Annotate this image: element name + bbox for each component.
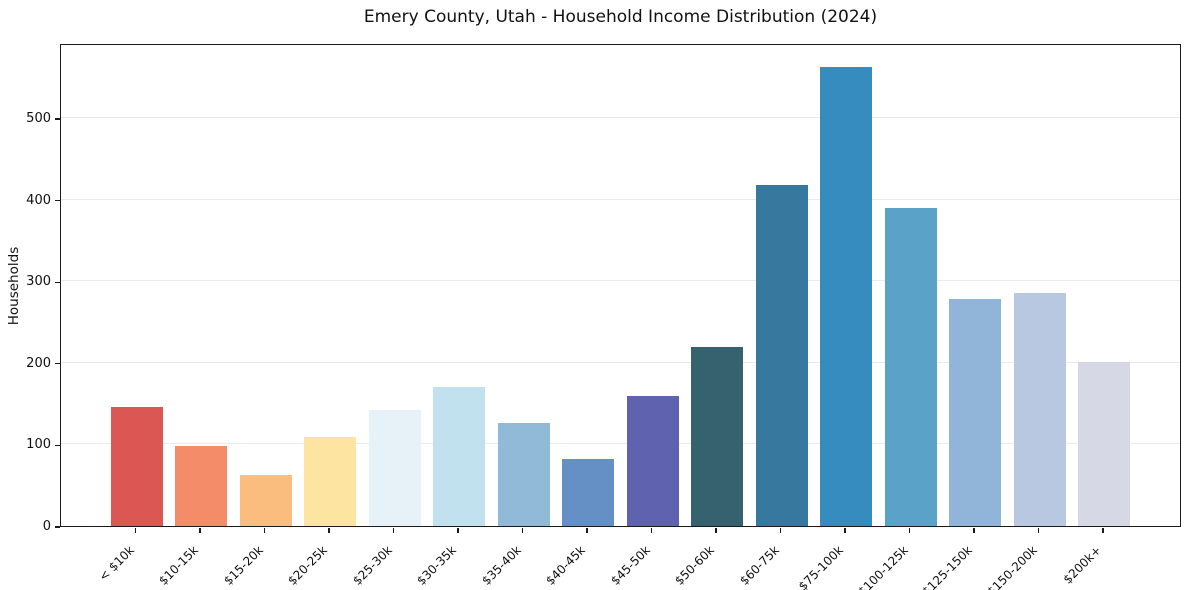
bar-$150-200k — [1013, 293, 1066, 526]
x-tick-mark-$15-20k — [263, 528, 266, 533]
gridline-y-500 — [61, 117, 1180, 119]
gridline-y-300 — [61, 280, 1180, 282]
x-tick-mark-< $10k — [134, 528, 137, 533]
y-tick-mark-100 — [55, 444, 60, 446]
bar-$60-75k — [755, 184, 808, 526]
bar-$200k+ — [1078, 362, 1130, 526]
bar-< $10k — [110, 406, 163, 526]
x-tick-mark-$60-75k — [779, 528, 782, 533]
bar-$45-50k — [626, 396, 679, 526]
y-tick-mark-0 — [55, 526, 60, 528]
y-tick-label-200: 200 — [26, 355, 51, 371]
x-tick-mark-$75-100k — [844, 528, 846, 533]
x-tick-mark-$100-125k — [908, 528, 911, 533]
y-tick-label-500: 500 — [26, 111, 51, 127]
y-tick-mark-400 — [55, 200, 60, 202]
x-tick-mark-$30-35k — [457, 528, 459, 533]
x-tick-mark-$200k+ — [1102, 528, 1104, 533]
gridline-y-400 — [61, 198, 1180, 200]
x-tick-mark-$40-45k — [586, 528, 588, 533]
y-tick-label-100: 100 — [26, 437, 51, 453]
y-tick-label-300: 300 — [26, 274, 51, 290]
bar-$125-150k — [949, 299, 1001, 526]
x-tick-mark-$150-200k — [1037, 528, 1040, 533]
x-tick-mark-$20-25k — [328, 528, 330, 533]
bar-$35-40k — [497, 423, 550, 526]
bar-$75-100k — [820, 66, 872, 526]
y-tick-label-400: 400 — [26, 192, 51, 208]
gridline-y-100 — [61, 443, 1180, 445]
bar-$100-125k — [884, 207, 937, 526]
bar-$20-25k — [304, 437, 356, 526]
x-tick-mark-$25-30k — [392, 528, 395, 533]
x-tick-mark-$125-150k — [973, 528, 975, 533]
x-tick-mark-$50-60k — [715, 528, 717, 533]
x-tick-mark-$35-40k — [521, 528, 524, 533]
chart-title: Emery County, Utah - Household Income Di… — [363, 7, 878, 27]
plot-area — [60, 44, 1181, 527]
y-tick-mark-300 — [55, 281, 60, 283]
bar-$40-45k — [562, 459, 614, 526]
x-tick-label-< $10k: < $10k — [95, 543, 137, 584]
bar-$15-20k — [239, 474, 292, 526]
y-tick-label-0: 0 — [42, 519, 51, 534]
y-tick-mark-500 — [55, 118, 60, 120]
bar-$10-15k — [175, 446, 227, 526]
y-tick-mark-200 — [55, 363, 60, 365]
gridline-y-200 — [61, 361, 1180, 363]
x-tick-mark-$10-15k — [199, 528, 201, 533]
x-tick-mark-$45-50k — [650, 528, 653, 533]
bar-$30-35k — [433, 387, 485, 526]
bar-$25-30k — [368, 410, 421, 526]
bar-$50-60k — [691, 347, 743, 526]
